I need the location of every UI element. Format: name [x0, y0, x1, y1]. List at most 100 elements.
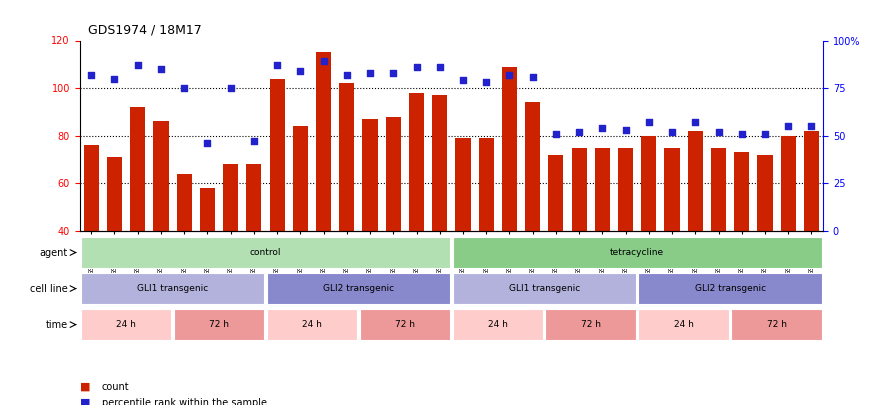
- Point: [804, 123, 819, 130]
- Point: [479, 79, 493, 85]
- Bar: [84, 145, 99, 231]
- Bar: [595, 147, 610, 231]
- Point: [456, 77, 470, 84]
- Bar: [316, 52, 331, 231]
- Point: [386, 70, 400, 76]
- Bar: [363, 119, 378, 231]
- Bar: [758, 155, 773, 231]
- Text: GLI1 transgenic: GLI1 transgenic: [137, 284, 208, 293]
- Point: [84, 72, 98, 78]
- Bar: [266, 309, 358, 341]
- Bar: [638, 309, 729, 341]
- Text: cell line: cell line: [30, 284, 68, 294]
- Text: ■: ■: [80, 382, 90, 392]
- Bar: [293, 126, 308, 231]
- Point: [781, 123, 796, 130]
- Bar: [781, 136, 796, 231]
- Point: [363, 70, 377, 76]
- Point: [410, 64, 424, 70]
- Point: [224, 85, 238, 92]
- Text: percentile rank within the sample: percentile rank within the sample: [102, 398, 266, 405]
- Bar: [618, 147, 633, 231]
- Point: [433, 64, 447, 70]
- Bar: [266, 273, 450, 305]
- Text: tetracycline: tetracycline: [610, 248, 665, 257]
- Bar: [81, 237, 450, 269]
- Text: GLI1 transgenic: GLI1 transgenic: [509, 284, 580, 293]
- Text: 24 h: 24 h: [302, 320, 322, 329]
- Text: time: time: [46, 320, 68, 330]
- Point: [665, 129, 679, 135]
- Text: ■: ■: [80, 398, 90, 405]
- Point: [107, 75, 121, 82]
- Point: [642, 119, 656, 126]
- Text: 24 h: 24 h: [488, 320, 508, 329]
- Point: [572, 129, 586, 135]
- Text: 72 h: 72 h: [766, 320, 787, 329]
- Bar: [804, 131, 819, 231]
- Bar: [525, 102, 540, 231]
- Bar: [246, 164, 261, 231]
- Bar: [735, 152, 750, 231]
- Bar: [638, 273, 822, 305]
- Bar: [452, 237, 822, 269]
- Text: 72 h: 72 h: [395, 320, 415, 329]
- Point: [712, 129, 726, 135]
- Text: 72 h: 72 h: [581, 320, 601, 329]
- Bar: [549, 155, 564, 231]
- Bar: [107, 157, 122, 231]
- Bar: [452, 273, 636, 305]
- Point: [177, 85, 191, 92]
- Bar: [432, 95, 447, 231]
- Bar: [130, 107, 145, 231]
- Point: [549, 130, 563, 137]
- Point: [689, 119, 703, 126]
- Bar: [81, 309, 172, 341]
- Point: [131, 62, 145, 68]
- Text: 72 h: 72 h: [209, 320, 229, 329]
- Bar: [173, 309, 265, 341]
- Bar: [339, 83, 354, 231]
- Point: [503, 72, 517, 78]
- Text: agent: agent: [40, 247, 68, 258]
- Bar: [409, 93, 424, 231]
- Point: [340, 72, 354, 78]
- Text: GLI2 transgenic: GLI2 transgenic: [323, 284, 394, 293]
- Text: 24 h: 24 h: [673, 320, 694, 329]
- Point: [317, 58, 331, 65]
- Bar: [456, 138, 471, 231]
- Bar: [359, 309, 450, 341]
- Bar: [665, 147, 680, 231]
- Bar: [545, 309, 636, 341]
- Bar: [153, 122, 168, 231]
- Bar: [731, 309, 822, 341]
- Bar: [386, 117, 401, 231]
- Point: [596, 125, 610, 131]
- Point: [200, 140, 214, 147]
- Bar: [711, 147, 726, 231]
- Point: [758, 130, 772, 137]
- Bar: [642, 136, 657, 231]
- Point: [735, 130, 749, 137]
- Bar: [81, 273, 265, 305]
- Text: control: control: [250, 248, 281, 257]
- Bar: [200, 188, 215, 231]
- Bar: [223, 164, 238, 231]
- Bar: [452, 309, 543, 341]
- Bar: [479, 138, 494, 231]
- Point: [619, 127, 633, 133]
- Bar: [502, 67, 517, 231]
- Point: [247, 138, 261, 145]
- Text: GDS1974 / 18M17: GDS1974 / 18M17: [88, 23, 203, 36]
- Bar: [688, 131, 703, 231]
- Bar: [572, 147, 587, 231]
- Bar: [177, 174, 192, 231]
- Text: 24 h: 24 h: [116, 320, 136, 329]
- Point: [526, 73, 540, 80]
- Bar: [270, 79, 285, 231]
- Text: count: count: [102, 382, 129, 392]
- Point: [293, 68, 307, 74]
- Text: GLI2 transgenic: GLI2 transgenic: [695, 284, 766, 293]
- Point: [270, 62, 284, 68]
- Point: [154, 66, 168, 72]
